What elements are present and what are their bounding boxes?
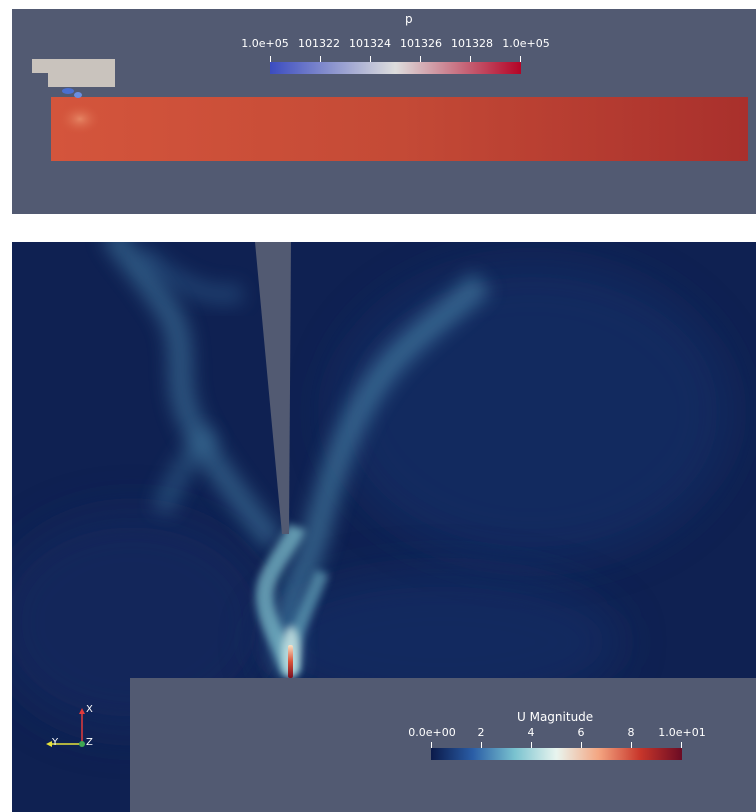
velocity-plume xyxy=(255,523,306,677)
velocity-tick-label: 6 xyxy=(577,726,585,739)
velocity-plume xyxy=(103,242,284,550)
axis-x-label: X xyxy=(86,704,93,715)
pressure-tick-label: 101322 xyxy=(298,37,340,50)
colorbar-tick-mark xyxy=(431,742,432,748)
inlet-block xyxy=(32,59,115,87)
low-pressure-spot xyxy=(62,88,74,94)
velocity-plume xyxy=(272,272,492,676)
velocity-tick-label: 4 xyxy=(527,726,535,739)
velocity-tick-label: 1.0e+01 xyxy=(658,726,706,739)
pressure-colorbar-title: p xyxy=(405,12,413,26)
colorbar-tick-mark xyxy=(481,742,482,748)
velocity-plume xyxy=(151,424,220,516)
pressure-domain xyxy=(51,97,748,161)
colorbar-tick-mark xyxy=(520,56,521,62)
velocity-plume xyxy=(134,244,246,305)
colorbar-tick-mark xyxy=(470,56,471,62)
orientation-axes xyxy=(46,708,85,747)
low-pressure-spot xyxy=(74,92,82,98)
velocity-tick-label: 8 xyxy=(627,726,635,739)
bottom-plate xyxy=(130,678,756,812)
colorbar-tick-mark xyxy=(370,56,371,62)
velocity-colorbar-title: U Magnitude xyxy=(517,710,594,724)
pressure-tick-label: 101324 xyxy=(349,37,391,50)
pressure-tick-label: 101328 xyxy=(451,37,493,50)
pressure-render-view[interactable]: p 1.0e+05 101322 101324 101326 101328 1.… xyxy=(12,9,756,214)
colorbar-tick-mark xyxy=(320,56,321,62)
colorbar-tick-mark xyxy=(681,742,682,748)
pressure-tick-label: 1.0e+05 xyxy=(502,37,550,50)
pressure-tick-label: 1.0e+05 xyxy=(241,37,289,50)
velocity-tick-label: 2 xyxy=(477,726,485,739)
nozzle-wedge xyxy=(255,242,291,534)
velocity-scene xyxy=(12,242,756,812)
pressure-recirculation xyxy=(58,103,102,135)
colorbar-tick-mark xyxy=(531,742,532,748)
colorbar-tick-mark xyxy=(631,742,632,748)
pressure-tick-label: 101326 xyxy=(400,37,442,50)
velocity-jet-core xyxy=(288,645,293,678)
axis-y-label: Y xyxy=(52,737,59,748)
pressure-scene xyxy=(32,59,748,161)
velocity-render-view[interactable]: X Y Z U Magnitude 0.0e+00 2 4 6 8 1.0e+0… xyxy=(12,242,756,812)
pressure-colorbar xyxy=(270,56,521,74)
colorbar-tick-mark xyxy=(581,742,582,748)
velocity-tick-label: 0.0e+00 xyxy=(408,726,456,739)
axis-z-label: Z xyxy=(86,737,93,748)
velocity-colorbar xyxy=(431,742,682,760)
colorbar-tick-mark xyxy=(270,56,271,62)
colorbar-tick-mark xyxy=(420,56,421,62)
